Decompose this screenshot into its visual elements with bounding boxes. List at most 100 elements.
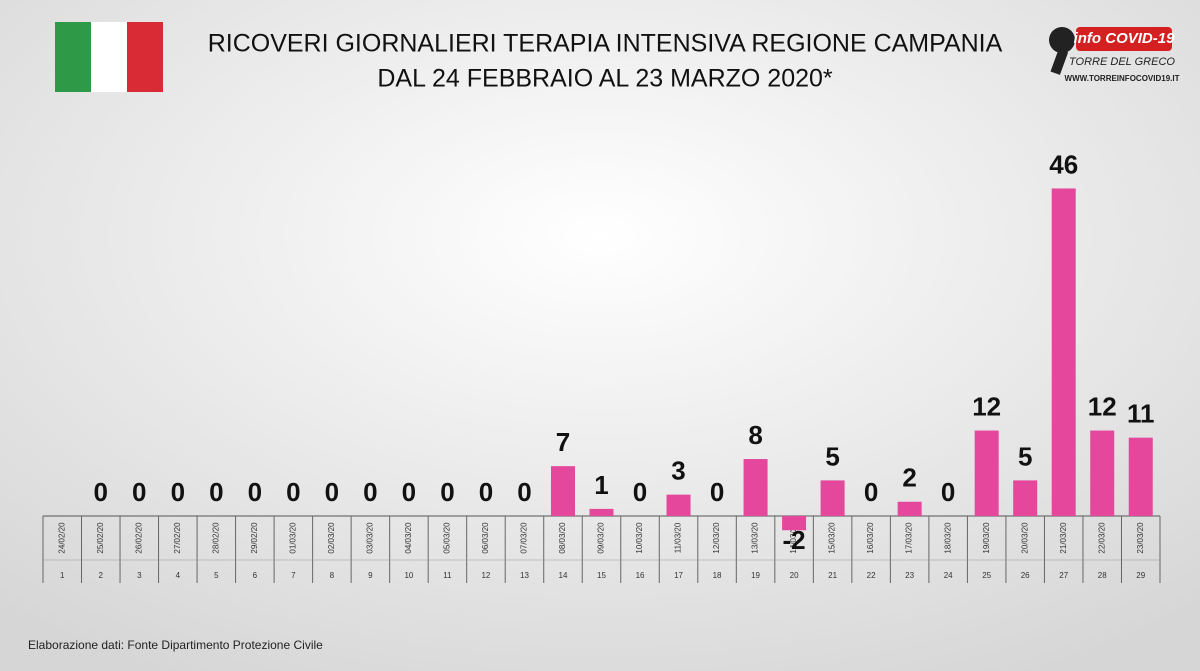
logo: info COVID-19 TORRE DEL GRECO WWW.TORREI…: [1049, 27, 1180, 83]
x-tick-label: 05/03/20: [443, 522, 452, 554]
bar: [974, 430, 999, 516]
day-number: 1: [60, 571, 65, 580]
x-tick-label: 15/03/20: [828, 522, 837, 554]
bar: [1128, 437, 1153, 516]
data-label: 0: [363, 477, 377, 507]
day-number: 11: [443, 571, 452, 580]
data-label: 0: [94, 477, 108, 507]
x-tick-label: 16/03/20: [866, 522, 875, 554]
data-label: 0: [633, 477, 647, 507]
bar: [589, 508, 614, 516]
day-number: 17: [674, 571, 683, 580]
data-label: 0: [479, 477, 493, 507]
data-label: 0: [286, 477, 300, 507]
day-number: 8: [330, 571, 335, 580]
day-number: 10: [404, 571, 413, 580]
bar: [743, 459, 768, 516]
x-tick-label: 18/03/20: [943, 522, 952, 554]
x-tick-label: 23/03/20: [1136, 522, 1145, 554]
logo-text: TORRE DEL GRECO: [1069, 56, 1175, 68]
x-tick-label: 02/03/20: [327, 522, 336, 554]
source-note: Elaborazione dati: Fonte Dipartimento Pr…: [28, 638, 323, 652]
day-number: 2: [99, 571, 104, 580]
bar: [897, 501, 922, 516]
day-number: 5: [214, 571, 219, 580]
day-number: 20: [790, 571, 799, 580]
data-label: 7: [556, 427, 570, 457]
bar: [550, 466, 575, 516]
data-label: 0: [248, 477, 262, 507]
data-label: 1: [594, 470, 608, 500]
day-number: 12: [481, 571, 490, 580]
day-number: 27: [1059, 571, 1068, 580]
data-label: 0: [517, 477, 531, 507]
data-label: 0: [440, 477, 454, 507]
x-tick-label: 28/02/20: [211, 522, 220, 554]
x-tick-label: 07/03/20: [520, 522, 529, 554]
bar: [820, 480, 845, 516]
data-label: 3: [671, 456, 685, 486]
bar: [666, 494, 691, 516]
x-tick-label: 09/03/20: [597, 522, 606, 554]
day-number: 23: [905, 571, 914, 580]
data-label: 0: [941, 477, 955, 507]
x-tick-label: 24/02/20: [57, 522, 66, 554]
data-label: 0: [402, 477, 416, 507]
x-tick-label: 13/03/20: [751, 522, 760, 554]
data-label: -2: [783, 525, 806, 555]
data-label: 46: [1049, 149, 1078, 179]
logo-text: WWW.TORREINFOCOVID19.IT: [1065, 74, 1180, 83]
x-tick-label: 17/03/20: [905, 522, 914, 554]
x-tick-label: 08/03/20: [558, 522, 567, 554]
day-number: 4: [176, 571, 181, 580]
bar: [782, 516, 807, 531]
x-tick-label: 14/03/20: [789, 522, 798, 554]
chart-subtitle: DAL 24 FEBBRAIO AL 23 MARZO 2020*: [377, 65, 833, 93]
data-label: 0: [209, 477, 223, 507]
day-number: 29: [1136, 571, 1145, 580]
data-label: 5: [825, 441, 839, 471]
x-tick-label: 12/03/20: [712, 522, 721, 554]
x-tick-label: 19/03/20: [982, 522, 991, 554]
data-label: 0: [325, 477, 339, 507]
x-tick-label: 11/03/20: [674, 522, 683, 553]
x-tick-label: 04/03/20: [404, 522, 413, 554]
x-tick-label: 20/03/20: [1020, 522, 1029, 554]
day-number: 25: [982, 571, 991, 580]
day-number: 13: [520, 571, 529, 580]
bar: [1051, 188, 1076, 517]
day-number: 24: [944, 571, 953, 580]
data-label: 0: [864, 477, 878, 507]
day-number: 21: [828, 571, 837, 580]
data-label: 11: [1127, 399, 1155, 429]
x-tick-label: 22/03/20: [1097, 522, 1106, 554]
day-number: 7: [291, 571, 296, 580]
x-tick-label: 03/03/20: [366, 522, 375, 554]
flag: [55, 22, 163, 92]
x-tick-label: 01/03/20: [288, 522, 297, 554]
bar: [1090, 430, 1115, 516]
data-label: 0: [710, 477, 724, 507]
data-label: 2: [902, 463, 916, 493]
logo-text: info COVID-19: [1074, 30, 1175, 47]
x-tick-label: 27/02/20: [173, 522, 182, 554]
day-number: 3: [137, 571, 142, 580]
day-number: 22: [867, 571, 876, 580]
day-number: 14: [559, 571, 568, 580]
bar: [1013, 480, 1038, 516]
data-label: 12: [972, 391, 1001, 421]
chart-title: RICOVERI GIORNALIERI TERAPIA INTENSIVA R…: [208, 30, 1003, 58]
day-number: 9: [368, 571, 373, 580]
x-tick-label: 10/03/20: [635, 522, 644, 554]
x-tick-label: 29/02/20: [250, 522, 259, 554]
day-number: 16: [636, 571, 645, 580]
day-number: 18: [713, 571, 722, 580]
day-number: 28: [1098, 571, 1107, 580]
data-label: 8: [748, 420, 762, 450]
day-number: 19: [751, 571, 760, 580]
x-tick-label: 26/02/20: [134, 522, 143, 554]
data-label: 5: [1018, 441, 1032, 471]
